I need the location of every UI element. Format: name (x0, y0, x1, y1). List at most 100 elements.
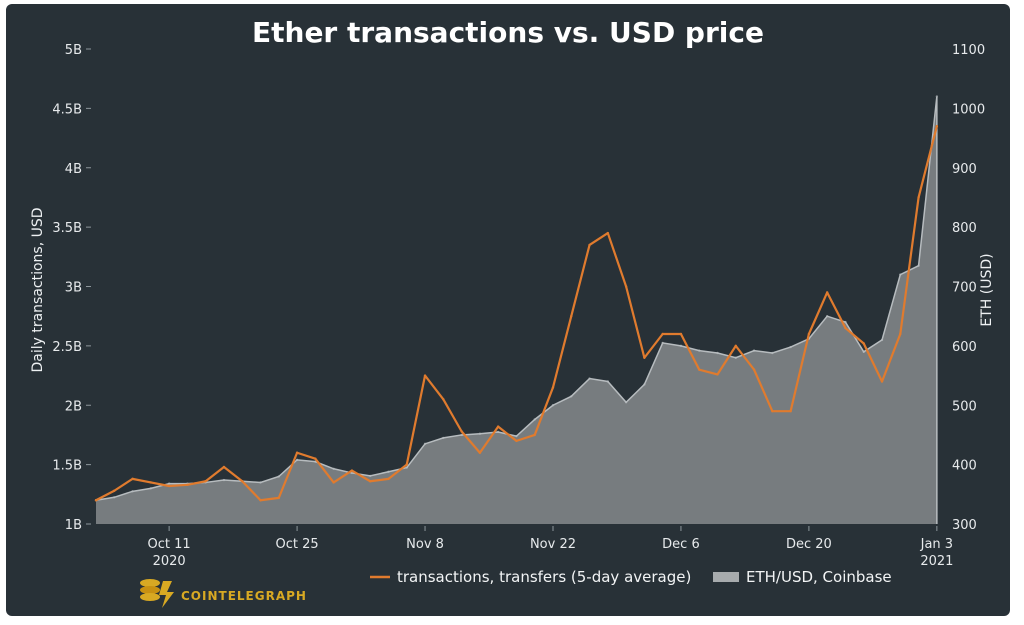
left-tick-label: 2B (65, 399, 82, 414)
chart-canvas: Ether transactions vs. USD price 1B 1.5B 2… (30, 16, 995, 608)
eth-price-point (460, 433, 463, 437)
transactions-point (149, 481, 153, 484)
transactions-point (789, 409, 792, 413)
right-y-axis: 300 400 500 600 700 800 900 1000 1100 (952, 43, 985, 533)
eth-price-point (734, 356, 737, 359)
transactions-point (259, 499, 262, 502)
eth-price-point (113, 496, 116, 499)
chart-title: Ether transactions vs. USD price (252, 16, 764, 49)
x-tick-label: Oct 11 (148, 537, 191, 552)
left-tick-label: 4.5B (52, 102, 82, 117)
eth-price-point (588, 377, 591, 380)
eth-price-point (387, 470, 390, 473)
right-tick-label: 900 (952, 162, 977, 177)
x-tick-label: Nov 8 (406, 537, 444, 552)
x-tick-year-label: 2020 (153, 554, 186, 569)
right-tick-label: 1000 (952, 102, 985, 117)
transactions-point (880, 380, 884, 383)
x-axis: Oct 11 2020 Oct 25 Nov 8 Nov 22 Dec 6 Dec 20 Ja… (148, 526, 953, 569)
transactions-point (167, 484, 171, 488)
transactions-point (533, 433, 536, 437)
transactions-point (277, 496, 280, 500)
transactions-point (624, 285, 628, 288)
transactions-point (405, 463, 408, 466)
eth-price-point (643, 383, 646, 386)
eth-price-point (551, 404, 555, 407)
transactions-point (387, 477, 390, 481)
transactions-point (844, 326, 847, 330)
eth-price-point (698, 349, 701, 352)
eth-price-point (752, 349, 756, 352)
eth-price-point (789, 345, 792, 349)
right-axis-label: ETH (USD) (979, 253, 995, 326)
left-tick-label: 3.5B (52, 221, 82, 236)
right-tick-label: 700 (952, 281, 977, 296)
eth-price-point (442, 436, 445, 440)
eth-price-point (844, 320, 847, 324)
right-tick-label: 500 (952, 399, 977, 414)
eth-price-point (405, 466, 408, 469)
transactions-point (752, 368, 756, 371)
left-tick-label: 1B (65, 518, 82, 533)
x-tick-label: Jan 3 (920, 537, 953, 552)
eth-price-point (423, 442, 427, 446)
transactions-point (917, 196, 920, 199)
transactions-point (442, 398, 445, 401)
transactions-point (899, 332, 902, 336)
x-tick-label: Nov 22 (530, 537, 576, 552)
transactions-point (423, 374, 427, 377)
eth-price-point (862, 350, 865, 354)
eth-price-point (131, 490, 134, 493)
eth-price-point (899, 273, 902, 276)
transactions-point (368, 480, 372, 483)
chart-container: Ether transactions vs. USD price 1B 1.5B 2… (6, 4, 1010, 616)
transaction-line-layer (94, 124, 939, 502)
eth-price-point (880, 338, 884, 342)
eth-price-point (332, 467, 335, 470)
eth-price-point (917, 264, 920, 267)
brand-logo: COINTELEGRAPH (140, 579, 306, 608)
legend-eth-swatch (713, 572, 739, 582)
eth-price-point (222, 478, 226, 482)
eth-price-point (606, 380, 610, 383)
right-tick-label: 400 (952, 459, 977, 474)
eth-price-point (277, 475, 280, 478)
transactions-point (862, 342, 865, 345)
transactions-point (478, 451, 482, 454)
transactions-point (935, 124, 939, 128)
left-y-axis: 1B 1.5B 2B 2.5B 3B 3.5B 4B 4.5B 5B (52, 43, 91, 533)
right-tick-label: 1100 (952, 43, 985, 58)
eth-price-point (570, 395, 573, 398)
left-tick-label: 4B (65, 162, 82, 177)
eth-price-point (624, 401, 628, 404)
eth-price-point (149, 487, 153, 490)
transactions-point (698, 368, 701, 371)
left-tick-label: 3B (65, 281, 82, 296)
x-tick-label: Oct 25 (275, 537, 318, 552)
transactions-point (716, 373, 719, 376)
x-tick-label: Dec 20 (786, 537, 832, 552)
transactions-point (350, 469, 354, 472)
transactions-point (94, 499, 98, 502)
right-tick-label: 600 (952, 340, 977, 355)
transactions-point (588, 243, 591, 247)
eth-price-point (771, 351, 774, 355)
eth-price-point (478, 432, 482, 435)
eth-price-point (515, 434, 518, 438)
transactions-point (643, 356, 646, 359)
legend-eth-label: ETH/USD, Coinbase (746, 568, 892, 586)
transactions-point (661, 332, 664, 336)
transactions-point (241, 480, 244, 483)
x-tick-year-label: 2021 (920, 554, 953, 569)
transactions-point (460, 430, 463, 433)
coin-stack-logo-icon (140, 579, 174, 608)
transactions-point (551, 386, 555, 389)
legend-transactions-label: transactions, transfers (5-day average) (397, 568, 691, 586)
legend: transactions, transfers (5-day average) … (370, 568, 892, 586)
left-tick-label: 1.5B (52, 459, 82, 474)
transactions-point (496, 425, 500, 428)
eth-price-point (295, 458, 299, 462)
transactions-point (734, 344, 737, 348)
eth-price-outline (95, 96, 938, 524)
transactions-point (825, 291, 829, 294)
